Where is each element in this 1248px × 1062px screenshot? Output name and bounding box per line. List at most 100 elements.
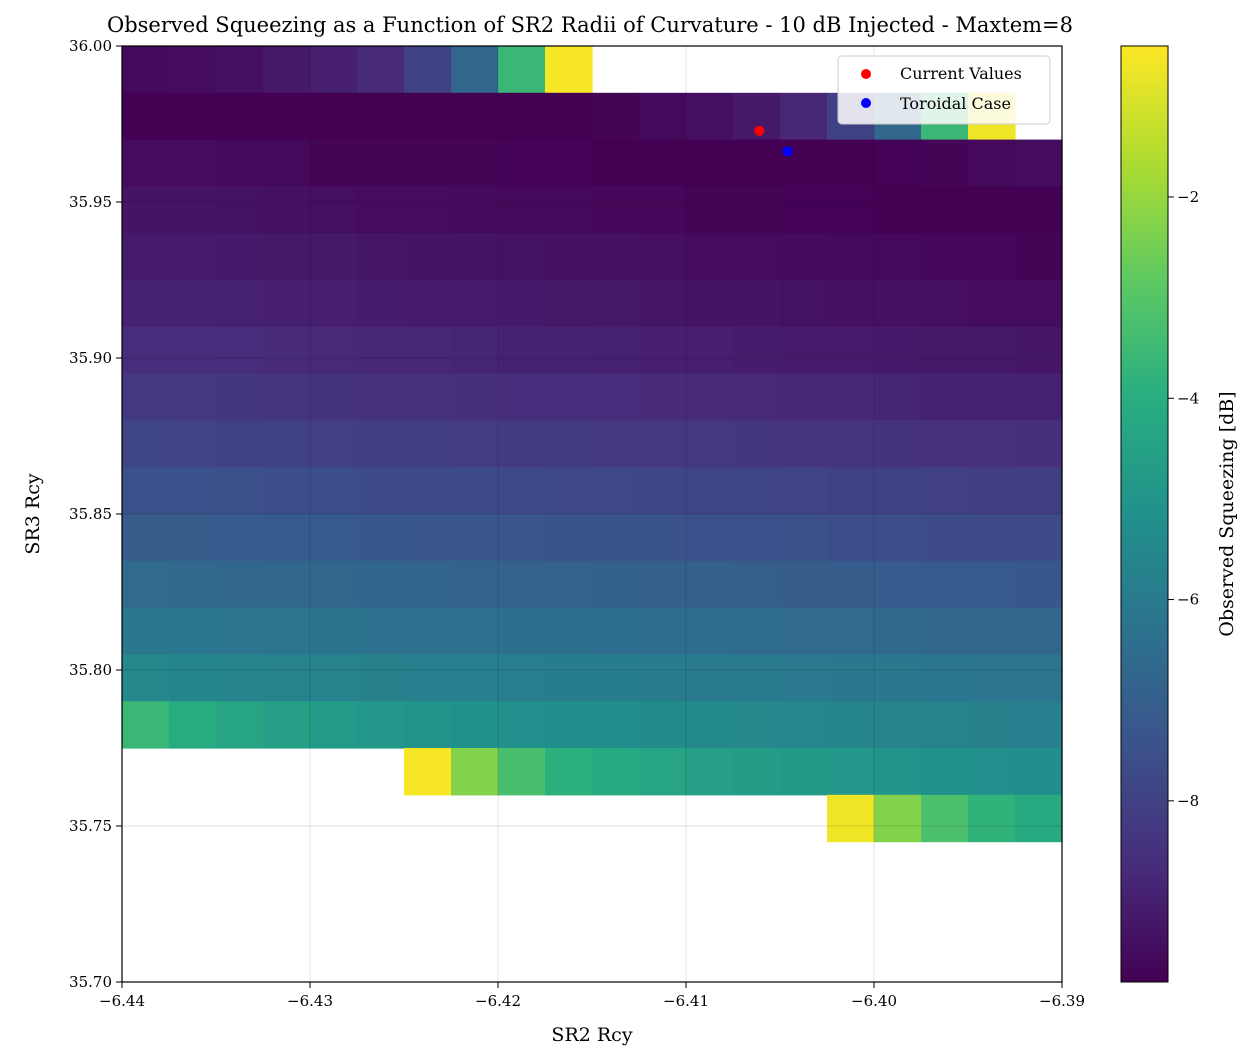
heatmap-cell bbox=[827, 373, 875, 421]
heatmap-cell bbox=[310, 607, 358, 655]
heatmap-cell bbox=[733, 748, 781, 796]
heatmap-cell bbox=[357, 607, 405, 655]
heatmap-cell bbox=[169, 326, 217, 375]
heatmap-cell bbox=[827, 326, 875, 375]
heatmap-cell bbox=[216, 233, 264, 281]
heatmap-cell bbox=[169, 514, 217, 562]
heatmap-cell bbox=[639, 654, 687, 702]
heatmap-cell bbox=[874, 748, 922, 796]
heatmap-cell bbox=[968, 233, 1016, 281]
heatmap-cell bbox=[451, 92, 499, 141]
heatmap-cell bbox=[404, 654, 452, 702]
heatmap-cell bbox=[498, 701, 546, 749]
heatmap-cell bbox=[686, 701, 734, 749]
heatmap-cell bbox=[639, 607, 687, 655]
heatmap-cell bbox=[357, 233, 405, 281]
heatmap-cell bbox=[968, 748, 1016, 796]
heatmap-cell bbox=[968, 186, 1016, 234]
heatmap-cell bbox=[357, 326, 405, 375]
heatmap-cell bbox=[310, 139, 358, 187]
heatmap-cell bbox=[1015, 560, 1063, 609]
x-tick-label: −6.40 bbox=[851, 992, 897, 1010]
heatmap-cell bbox=[498, 607, 546, 655]
x-tick-label: −6.43 bbox=[287, 992, 333, 1010]
heatmap-cell bbox=[310, 560, 358, 609]
heatmap-cell bbox=[827, 420, 875, 468]
heatmap-cell bbox=[357, 373, 405, 421]
heatmap-cell bbox=[545, 326, 593, 375]
heatmap-cell bbox=[874, 514, 922, 562]
heatmap-cell bbox=[968, 280, 1016, 328]
heatmap-cell bbox=[357, 420, 405, 468]
heatmap-cell bbox=[498, 748, 546, 796]
x-tick-label: −6.39 bbox=[1039, 992, 1085, 1010]
heatmap-cell bbox=[1015, 701, 1063, 749]
y-axis-ticks: 35.70 35.75 35.80 35.85 35.90 35.95 36.00 bbox=[69, 37, 122, 991]
heatmap-cell bbox=[216, 373, 264, 421]
heatmap-cell bbox=[780, 280, 828, 328]
heatmap-cell bbox=[1015, 794, 1063, 843]
heatmap-cell bbox=[263, 607, 311, 655]
heatmap-cell bbox=[968, 514, 1016, 562]
heatmap-cell bbox=[921, 607, 969, 655]
heatmap-cell bbox=[357, 92, 405, 141]
heatmap-cell bbox=[827, 139, 875, 187]
heatmap-cell bbox=[874, 280, 922, 328]
heatmap-cell bbox=[639, 701, 687, 749]
heatmap-cell bbox=[169, 560, 217, 609]
heatmap-cell bbox=[1015, 139, 1063, 187]
heatmap-cell bbox=[263, 139, 311, 187]
heatmap-cell bbox=[263, 701, 311, 749]
heatmap-cell bbox=[545, 139, 593, 187]
heatmap-cell bbox=[921, 560, 969, 609]
legend-label-current-values: Current Values bbox=[900, 64, 1022, 83]
heatmap-cell bbox=[451, 186, 499, 234]
heatmap-cell bbox=[592, 186, 640, 234]
heatmap-cell bbox=[686, 560, 734, 609]
heatmap-cell bbox=[451, 701, 499, 749]
heatmap-cell bbox=[733, 701, 781, 749]
heatmap-cell bbox=[686, 280, 734, 328]
heatmap-cell bbox=[686, 373, 734, 421]
heatmap-cell bbox=[1015, 186, 1063, 234]
heatmap-cell bbox=[733, 467, 781, 515]
heatmap-cell bbox=[263, 560, 311, 609]
heatmap-cell bbox=[216, 514, 264, 562]
heatmap-cell bbox=[639, 748, 687, 796]
heatmap-cell bbox=[592, 607, 640, 655]
heatmap-cell bbox=[780, 654, 828, 702]
heatmap-cell bbox=[310, 373, 358, 421]
heatmap-cell bbox=[921, 794, 969, 843]
heatmap-cell bbox=[780, 701, 828, 749]
heatmap-cell bbox=[404, 280, 452, 328]
heatmap-cell bbox=[169, 46, 217, 94]
heatmap-cell bbox=[122, 373, 170, 421]
heatmap-cell bbox=[169, 373, 217, 421]
heatmap-cell bbox=[498, 654, 546, 702]
heatmap-cell bbox=[686, 92, 734, 141]
heatmap-cell bbox=[216, 701, 264, 749]
heatmap-cell bbox=[169, 607, 217, 655]
heatmap-cell bbox=[451, 233, 499, 281]
heatmap-cell bbox=[686, 654, 734, 702]
heatmap-cell bbox=[169, 654, 217, 702]
heatmap-cell bbox=[592, 654, 640, 702]
heatmap-cell bbox=[592, 92, 640, 141]
x-tick-label: −6.42 bbox=[475, 992, 521, 1010]
heatmap-cell bbox=[686, 186, 734, 234]
heatmap-cell bbox=[498, 139, 546, 187]
heatmap-cell bbox=[921, 748, 969, 796]
heatmap-cell bbox=[263, 186, 311, 234]
heatmap-cell bbox=[498, 560, 546, 609]
heatmap-cell bbox=[592, 233, 640, 281]
marker-points bbox=[754, 125, 793, 157]
heatmap-cell bbox=[968, 139, 1016, 187]
heatmap-cell bbox=[310, 280, 358, 328]
heatmap-cell bbox=[780, 560, 828, 609]
heatmap-cell bbox=[733, 560, 781, 609]
heatmap-cell bbox=[216, 420, 264, 468]
heatmap-cell bbox=[827, 701, 875, 749]
heatmap-cell bbox=[968, 654, 1016, 702]
heatmap-cell bbox=[545, 607, 593, 655]
